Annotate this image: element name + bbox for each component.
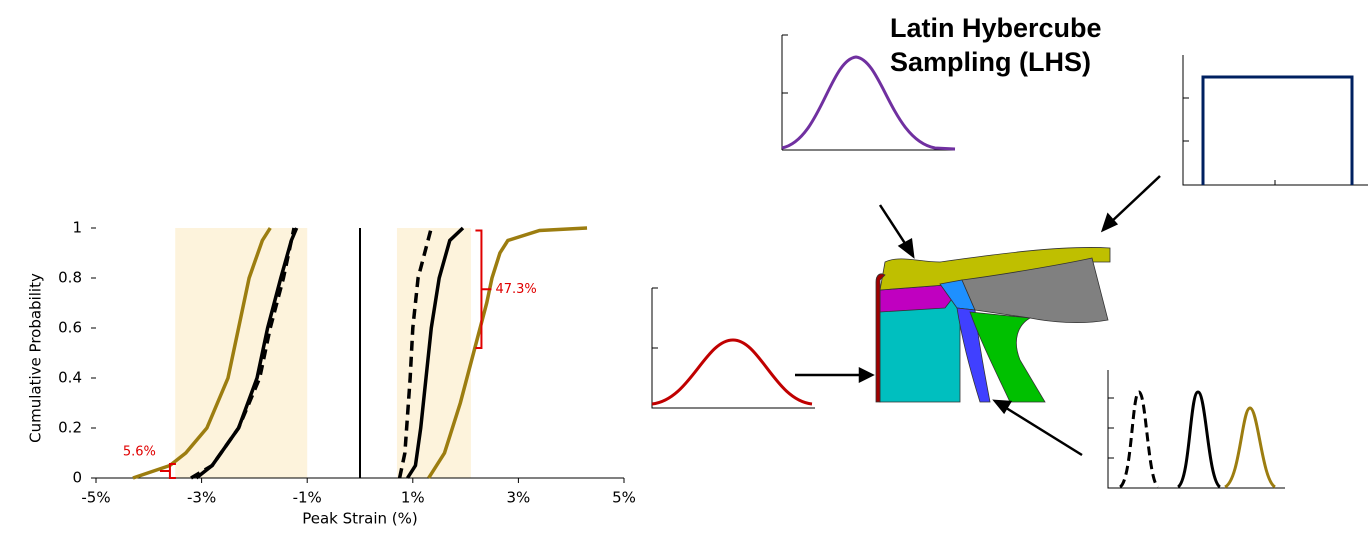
figure: Latin Hybercube Sampling (LHS) 00 (0, 0, 1368, 541)
input-distribution (652, 288, 815, 408)
x-tick-label: -5% (81, 489, 110, 507)
y-tick-label: 0 (72, 469, 82, 487)
diagram-title: Latin Hybercube (890, 13, 1102, 43)
y-tick-label: 1 (72, 219, 82, 237)
annotation-label: 5.6% (123, 445, 156, 460)
y-tick-label: 0.4 (58, 369, 82, 387)
shaded-range (397, 228, 471, 478)
annotation-label: 47.3% (495, 282, 536, 297)
x-tick-label: -1% (293, 489, 322, 507)
diagram-title: Sampling (LHS) (890, 47, 1091, 77)
x-tick-label: 3% (507, 489, 531, 507)
input-distribution (1108, 370, 1285, 488)
y-tick-label: 0.8 (58, 269, 82, 287)
y-axis-label: Cumulative Probability (27, 273, 45, 443)
x-tick-label: 1% (401, 489, 425, 507)
x-axis-label: Peak Strain (%) (302, 510, 418, 528)
x-tick-label: 5% (612, 489, 636, 507)
y-tick-label: 0.2 (58, 419, 82, 437)
input-distribution (1183, 55, 1368, 185)
y-tick-label: 0.6 (58, 319, 82, 337)
x-tick-label: -3% (187, 489, 216, 507)
cross-section (876, 247, 1110, 402)
